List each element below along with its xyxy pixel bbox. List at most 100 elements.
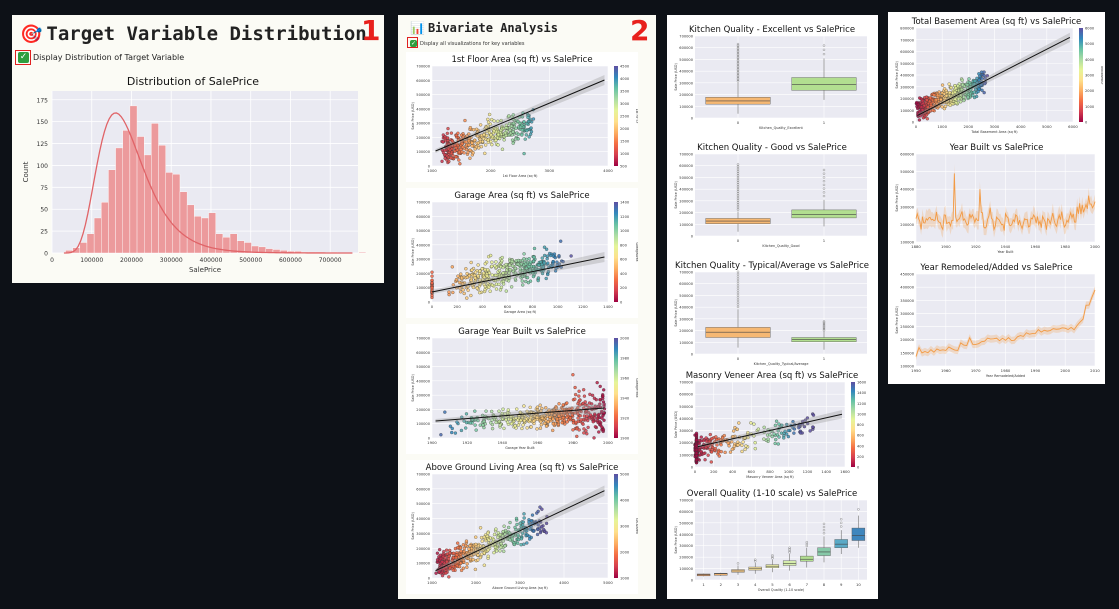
box-outlier	[736, 287, 740, 290]
scatter-point	[454, 133, 459, 138]
scatter-point	[486, 268, 490, 272]
scatter-point	[447, 159, 451, 164]
scatter-point	[710, 436, 714, 441]
scatter-point	[509, 422, 514, 426]
scatter-point	[514, 516, 519, 521]
scatter-point	[592, 436, 596, 440]
scatter-point	[811, 425, 815, 429]
xtick: 2000	[1090, 244, 1100, 249]
scatter-point	[602, 418, 606, 422]
box-outlier	[822, 48, 826, 51]
scatter-point	[494, 420, 498, 425]
colorbar-tick: 1920	[620, 417, 630, 421]
scatter-point	[699, 435, 703, 439]
ytick: 100000	[679, 567, 693, 571]
section2-number: 2	[630, 14, 650, 47]
scatter-point	[588, 392, 592, 396]
scatter-point	[479, 144, 484, 149]
scatter-point	[450, 265, 454, 269]
box-outlier	[822, 183, 826, 187]
colorbar-tick: 0	[1085, 121, 1088, 125]
scatter-point	[709, 460, 713, 464]
colorbar-tick: 0	[857, 466, 860, 470]
scatter-point	[508, 531, 512, 535]
scatter-point	[962, 98, 966, 103]
scatter-point	[490, 283, 495, 287]
scatter-point	[480, 552, 484, 556]
scatter-point	[469, 260, 473, 265]
box	[714, 573, 728, 576]
histogram-ytick: 25	[40, 229, 48, 236]
scatter-point	[982, 73, 986, 78]
chart-title: Garage Area (sq ft) vs SalePrice	[454, 191, 589, 201]
ytick: 700000	[679, 271, 693, 275]
ytick: 400000	[416, 517, 430, 521]
ytick: 500000	[416, 365, 430, 369]
xtick: 6	[788, 582, 791, 587]
scatter-point	[490, 426, 495, 431]
scatter-point	[714, 435, 718, 439]
scatter-point	[458, 162, 462, 166]
xlabel: Kitchen_Quality_Good	[762, 244, 799, 248]
scatter-point	[524, 266, 529, 270]
scatter-point	[525, 122, 529, 126]
scatter-point	[520, 274, 525, 279]
scatter-point	[731, 434, 735, 439]
scatter-point	[540, 507, 544, 511]
ytick: 600000	[679, 164, 693, 168]
box-outlier	[736, 59, 740, 62]
colorbar-tick: 500	[620, 165, 628, 169]
scatter-point	[565, 420, 569, 424]
ytick: 500000	[900, 170, 914, 174]
scatter-point	[973, 79, 977, 83]
display-all-checkbox-row[interactable]: ✓ Display all visualizations for key var…	[410, 40, 524, 47]
scatter-point	[974, 87, 978, 92]
scatter-point	[476, 558, 480, 562]
scatter-point	[509, 285, 514, 289]
scatter-point	[499, 541, 503, 546]
display-all-checkbox[interactable]: ✓	[410, 40, 417, 47]
colorbar-tick: 400	[620, 272, 628, 276]
box-outlier	[736, 175, 740, 179]
scatter-point	[465, 296, 469, 300]
c_kqta-svg: Kitchen Quality - Typical/Average vs Sal…	[674, 261, 869, 366]
scatter-point	[785, 432, 789, 436]
scatter-point	[527, 135, 531, 139]
display-distribution-checkbox-row[interactable]: ✓ Display Distribution of Target Variabl…	[18, 52, 184, 63]
xtick: 1920	[971, 244, 981, 249]
histogram-xtick: 500000	[239, 257, 262, 264]
histogram-ytick: 150	[37, 119, 49, 126]
scatter-point	[499, 545, 503, 549]
scatter-point	[525, 541, 529, 545]
scatter-point	[600, 409, 604, 413]
display-distribution-checkbox[interactable]: ✓	[18, 52, 29, 63]
box-outlier	[771, 554, 774, 557]
scatter-point	[785, 422, 789, 427]
scatter-point	[457, 280, 462, 285]
scatter-point	[954, 86, 958, 90]
scatter-point	[741, 440, 745, 444]
xtick: 5000	[1042, 124, 1052, 129]
scatter-point	[501, 539, 505, 543]
scatter-point	[440, 574, 445, 578]
scatter-point	[508, 263, 512, 267]
scatter-point	[708, 432, 712, 437]
chart-1st-floor-area: 1st Floor Area (sq ft) vs SalePrice 0 1000…	[406, 52, 639, 182]
box-outlier	[736, 77, 740, 80]
scatter-point	[551, 417, 555, 421]
xtick: 3	[737, 582, 740, 587]
scatter-point	[792, 427, 797, 431]
scatter-point	[520, 279, 524, 283]
box-outlier	[736, 185, 740, 188]
scatter-point	[730, 440, 734, 444]
ytick: 300000	[416, 394, 430, 398]
box-outlier	[736, 172, 740, 175]
scatter-point	[540, 524, 544, 529]
histogram-ytick: 100	[37, 163, 49, 170]
chart-title: Kitchen Quality - Typical/Average vs Sal…	[675, 261, 869, 271]
xtick: 2010	[1090, 368, 1100, 373]
xtick: 600	[504, 304, 512, 309]
scatter-point	[506, 408, 510, 412]
scatter-point	[535, 532, 540, 537]
scatter-point	[456, 274, 460, 278]
